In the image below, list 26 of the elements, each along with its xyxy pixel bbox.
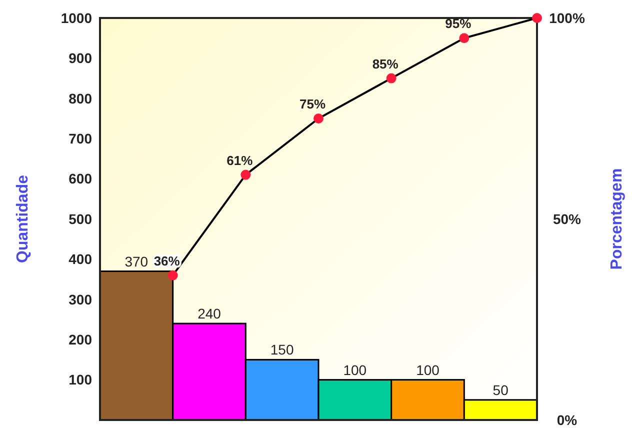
y-tick-label: 800 (68, 90, 92, 106)
y-tick-label: 300 (68, 291, 92, 308)
y-tick-label: 100% (549, 10, 586, 26)
y-axis-title: Porcentagem (608, 168, 626, 270)
data-label: 370 (124, 253, 148, 270)
y-tick-label: 100 (68, 372, 92, 388)
y-tick-label: 400 (68, 251, 92, 268)
y-tick-label: 700 (68, 130, 92, 146)
data-label: 100 (343, 362, 367, 378)
data-label: 100 (416, 362, 440, 378)
data-label: 85% (372, 56, 399, 72)
y-tick-label: 1000 (60, 10, 92, 26)
data-label: 36% (154, 253, 180, 268)
data-label: 75% (299, 96, 326, 112)
y-tick-label: 900 (68, 50, 92, 66)
y-axis-title: Quantidade (14, 174, 32, 264)
data-label: 150 (270, 342, 294, 358)
data-label: 240 (198, 306, 222, 322)
y-tick-label: 50% (552, 210, 582, 227)
y-tick-label: 0% (556, 412, 578, 428)
data-label: 95% (445, 16, 472, 32)
data-label: 50 (492, 382, 509, 398)
y-tick-label: 200 (68, 332, 92, 348)
y-tick-label: 500 (68, 210, 92, 227)
data-label: 61% (226, 152, 254, 168)
y-tick-label: 600 (68, 170, 92, 187)
